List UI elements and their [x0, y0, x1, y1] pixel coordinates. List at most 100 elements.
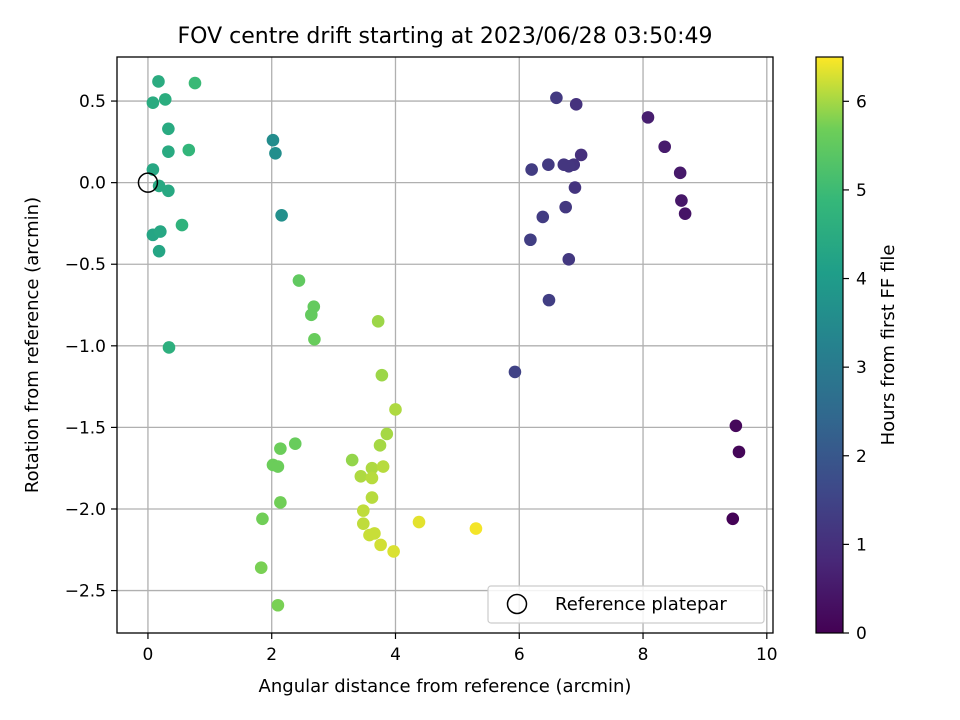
data-point — [162, 122, 175, 136]
data-point — [271, 460, 285, 473]
data-point — [524, 233, 537, 247]
data-point — [371, 315, 385, 328]
colorbar-tick-label: 3 — [856, 358, 867, 378]
chart-title: FOV centre drift starting at 2023/06/28 … — [178, 24, 713, 49]
x-tick-label: 10 — [756, 645, 778, 665]
y-tick-label: 0.5 — [79, 92, 106, 112]
data-point — [380, 427, 394, 441]
data-point — [557, 158, 571, 171]
data-point — [266, 133, 280, 147]
y-tick-label: −1.0 — [65, 337, 106, 357]
data-point — [152, 244, 166, 258]
data-point — [675, 194, 688, 207]
data-point — [562, 253, 576, 266]
colorbar-tick-label: 2 — [856, 447, 867, 467]
data-point — [726, 512, 740, 526]
data-point — [292, 274, 306, 287]
data-points — [146, 75, 746, 612]
data-point — [158, 93, 172, 106]
data-point — [376, 460, 390, 473]
data-point — [729, 419, 743, 433]
colorbar-tick-label: 6 — [856, 92, 867, 112]
data-point — [162, 145, 175, 158]
data-point — [374, 538, 387, 552]
plot-area — [117, 57, 773, 633]
data-point — [368, 527, 381, 540]
data-point — [357, 504, 370, 517]
data-point — [569, 98, 583, 111]
data-point — [308, 332, 321, 346]
data-point — [152, 75, 165, 88]
data-point — [162, 341, 176, 354]
y-tick-label: −0.5 — [65, 255, 106, 275]
data-point — [357, 517, 370, 530]
x-axis-label: Angular distance from reference (arcmin) — [259, 676, 632, 697]
data-point — [568, 181, 582, 194]
data-point — [641, 111, 655, 124]
data-point — [154, 225, 167, 238]
data-point — [188, 76, 202, 90]
data-point — [305, 308, 318, 322]
colorbar-tick-label: 4 — [856, 270, 867, 290]
data-point — [542, 293, 556, 307]
data-point — [559, 200, 572, 214]
legend-reference-label: Reference platepar — [555, 594, 727, 615]
data-point — [274, 496, 287, 509]
colorbar — [815, 56, 844, 634]
y-tick-label: −2.5 — [65, 582, 106, 602]
data-point — [412, 515, 426, 529]
data-point — [375, 368, 389, 382]
plot-frame — [116, 56, 774, 634]
data-point — [678, 207, 692, 220]
data-point — [673, 166, 687, 180]
y-axis-ticks: 0.5 0.0 −0.5 −1.0 −1.5 −2.0 −2.5 — [65, 92, 117, 602]
data-point — [345, 453, 359, 467]
data-point — [387, 545, 400, 558]
data-point — [574, 148, 588, 162]
data-point — [271, 598, 285, 612]
data-point — [162, 184, 175, 198]
data-point — [354, 470, 368, 483]
y-tick-label: 0.0 — [79, 174, 106, 194]
data-point — [274, 442, 287, 455]
data-point — [373, 439, 387, 452]
data-point — [536, 210, 550, 224]
x-tick-label: 2 — [266, 645, 277, 665]
data-point — [146, 96, 160, 109]
colorbar-label: Hours from first FF file — [878, 245, 899, 446]
data-point — [365, 461, 379, 475]
x-tick-label: 4 — [390, 645, 401, 665]
data-point — [365, 491, 379, 504]
colorbar-tick-label: 5 — [856, 181, 867, 201]
x-axis-ticks: 0 2 4 6 8 10 — [143, 633, 778, 665]
data-point — [256, 512, 269, 526]
colorbar-tick-label: 0 — [856, 624, 867, 644]
reference-platepar-marker — [137, 172, 159, 193]
data-point — [175, 218, 189, 232]
data-point — [269, 146, 282, 160]
data-point — [550, 91, 563, 105]
y-axis-label: Rotation from reference (arcmin) — [22, 197, 43, 493]
colorbar-ticks: 0 1 2 3 4 5 6 — [843, 92, 867, 644]
data-point — [525, 163, 538, 176]
data-point — [254, 561, 268, 575]
x-tick-label: 0 — [143, 645, 154, 665]
data-point — [365, 471, 379, 485]
data-point — [732, 445, 746, 459]
x-tick-label: 6 — [514, 645, 525, 665]
data-point — [288, 437, 302, 451]
data-point — [182, 143, 196, 157]
y-tick-label: −2.0 — [65, 500, 106, 520]
data-point — [508, 365, 522, 379]
legend-reference-icon — [506, 593, 528, 615]
data-point — [542, 158, 555, 171]
legend: Reference platepar — [487, 585, 765, 624]
data-point — [658, 140, 671, 154]
colorbar-tick-label: 1 — [856, 535, 867, 555]
legend-box — [487, 585, 765, 624]
data-point — [469, 522, 483, 535]
data-point — [275, 208, 288, 222]
y-tick-label: −1.5 — [65, 418, 106, 438]
data-point — [389, 403, 402, 416]
